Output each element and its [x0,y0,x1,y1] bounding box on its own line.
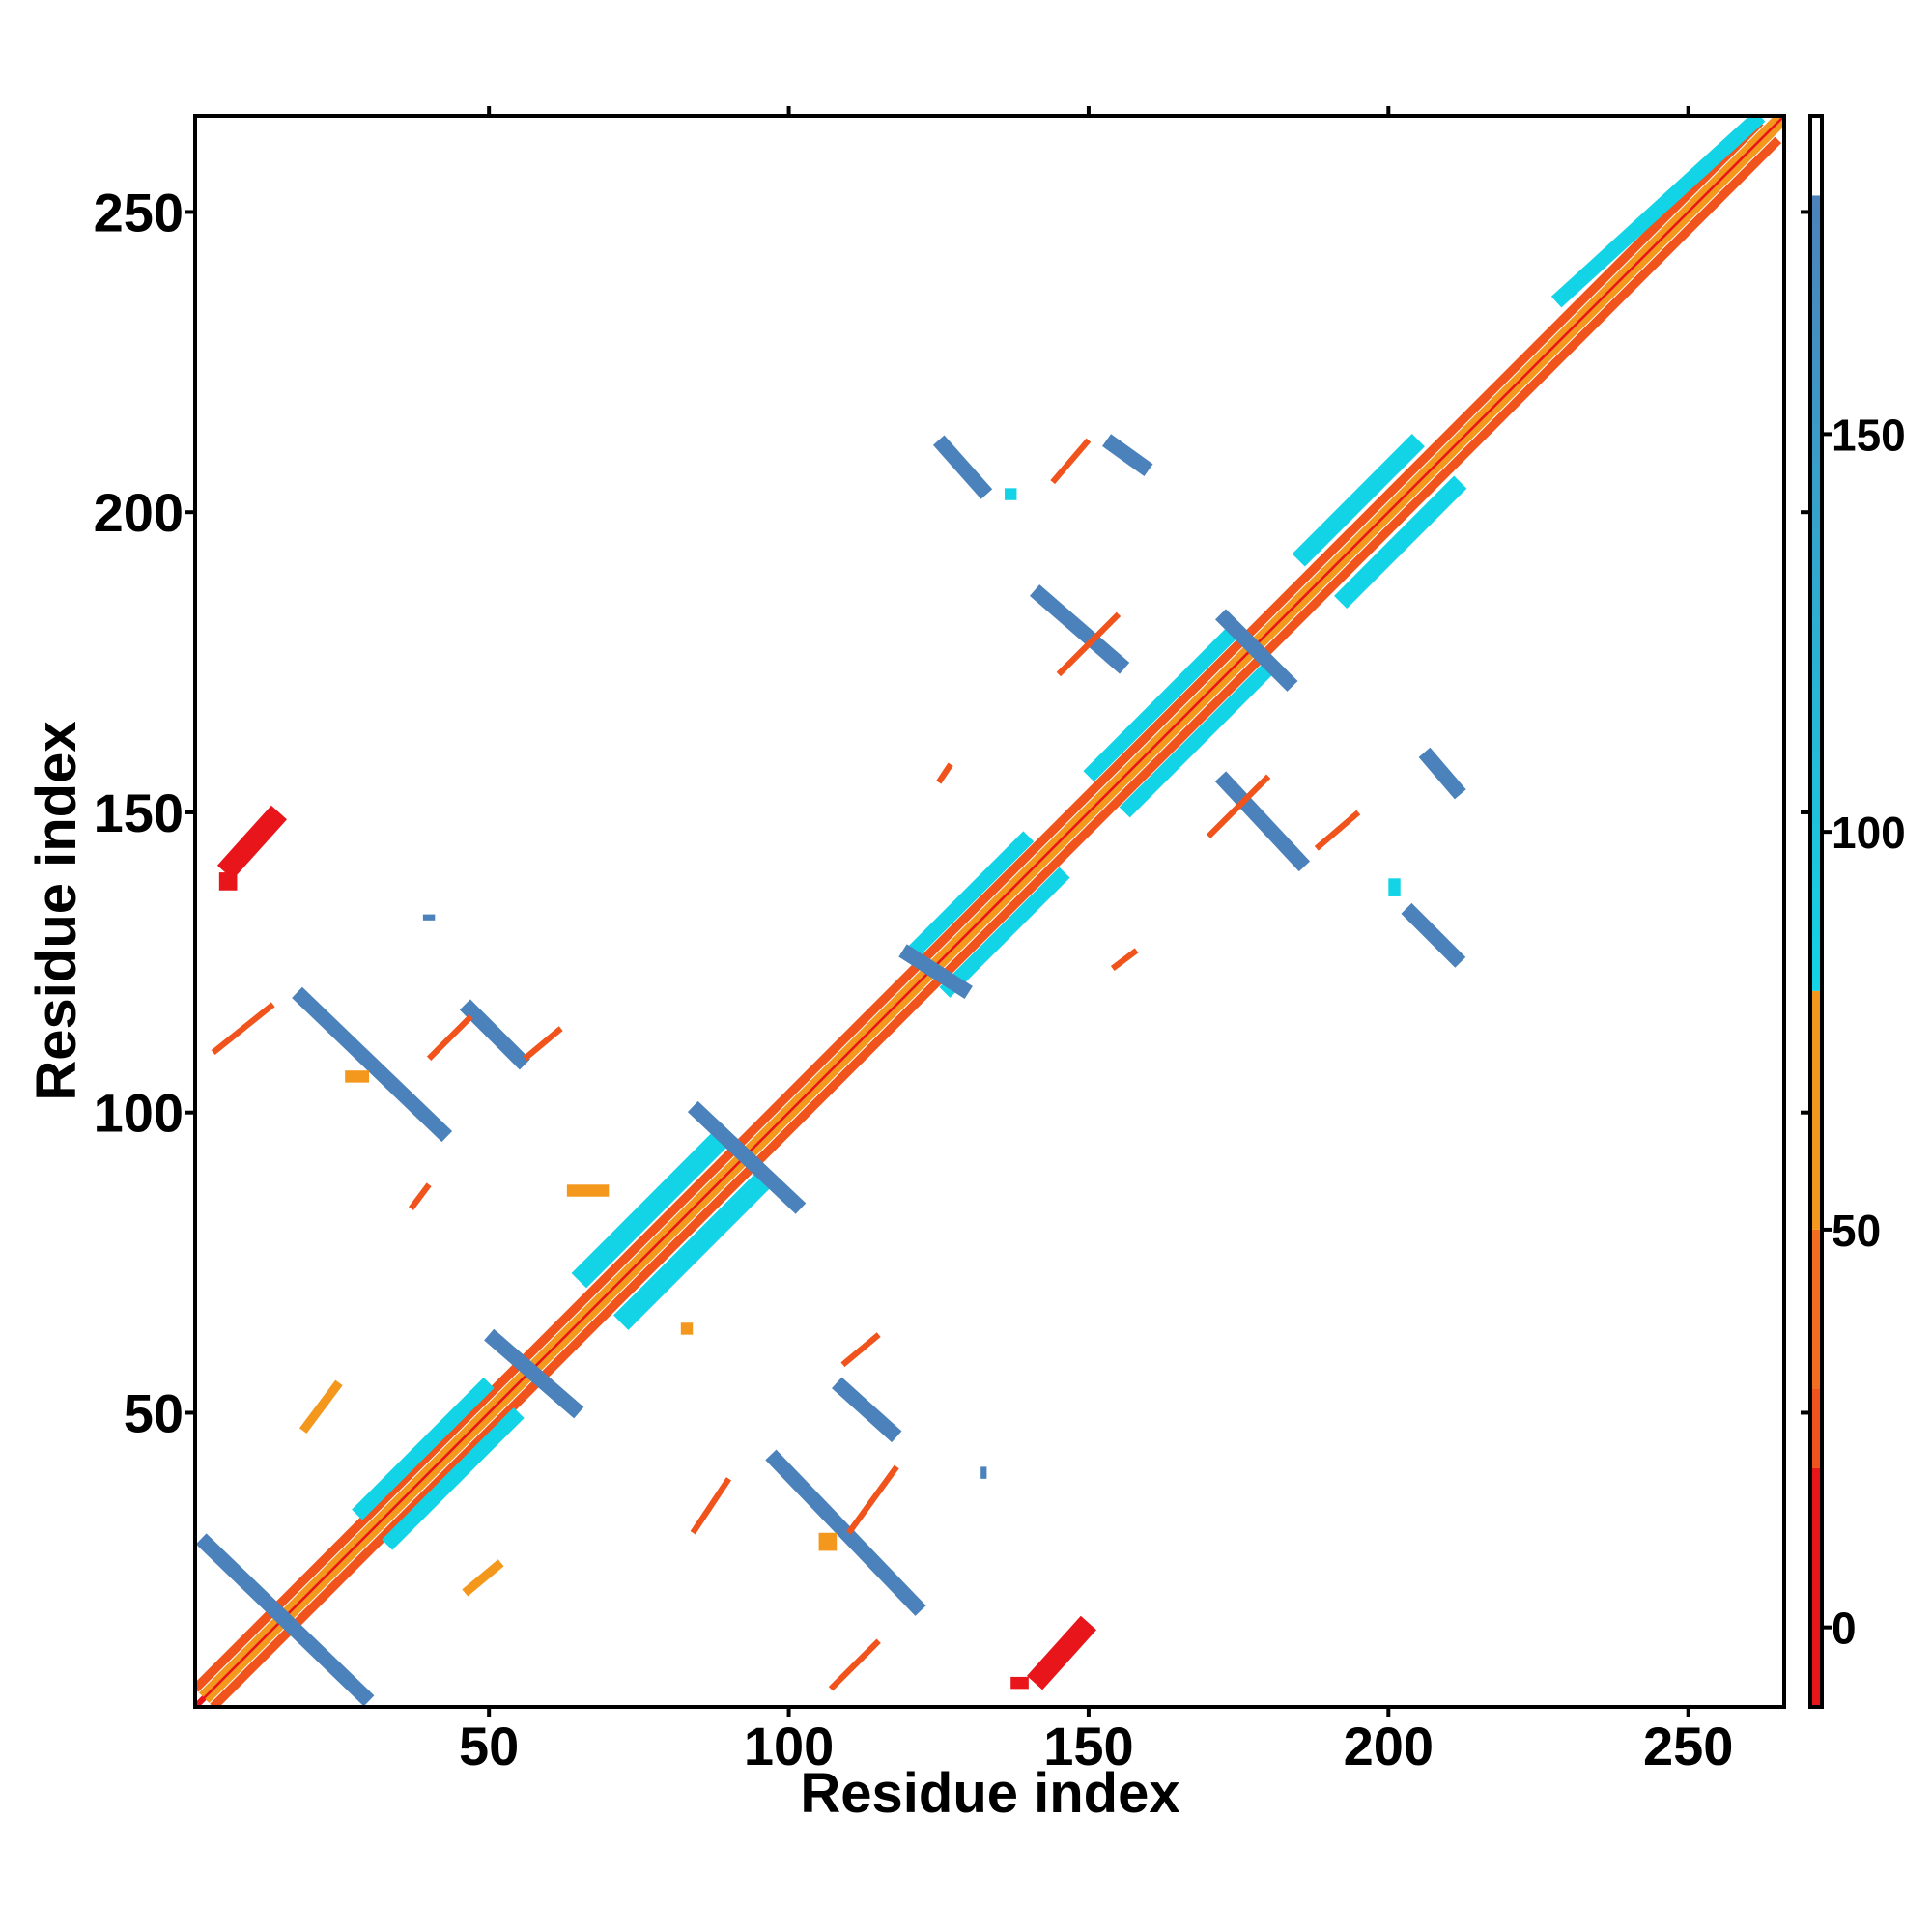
y-axis-title: Residue index [25,721,88,1100]
contact-band-18 [687,1100,807,1214]
colorbar-frame [1808,114,1824,1709]
contact-band-28 [1214,771,1311,872]
contact-band-26 [1102,434,1153,477]
contact-band-16 [195,1533,375,1707]
contact-band-5 [352,1377,495,1520]
contact-band-19 [898,944,973,999]
contact-band-9 [903,831,1035,962]
contact-band-44 [1056,611,1122,677]
contact-band-12 [1119,657,1280,818]
contact-band-8 [613,1165,779,1330]
contact-band-48 [936,762,953,784]
contact-band-25 [932,435,993,499]
y-tick-label-150: 150 [94,782,184,843]
contact-block-8 [422,914,436,921]
y-tick-label-100: 100 [94,1083,184,1144]
contact-band-24 [459,999,530,1070]
contact-block-2 [818,1532,838,1551]
colorbar-tick-label-50: 50 [1832,1206,1881,1256]
colorbar-tick-label-0: 0 [1832,1604,1857,1654]
x-tick-label-200: 200 [1344,1716,1434,1776]
heatmap-layer [195,116,1784,1707]
x-tick-label-50: 50 [459,1716,519,1776]
contact-band-38 [462,1559,504,1597]
colorbar-band-2 [1810,1229,1822,1389]
x-tick-label-250: 250 [1643,1716,1733,1776]
colorbar-tick-label-100: 100 [1832,808,1906,858]
contact-band-43 [1050,438,1092,485]
contact-block-9 [980,1466,987,1479]
contact-band-2 [205,120,1784,1703]
contact-band-45 [1206,774,1271,839]
contact-band-34 [408,1182,432,1211]
contact-block-1 [680,1322,694,1335]
contact-band-41 [840,1332,881,1368]
contact-block-0 [566,1184,610,1197]
contact-band-47 [1110,948,1139,972]
colorbar-band-3 [1810,990,1822,1230]
contact-band-27 [1029,584,1130,674]
contact-band-42 [846,1464,899,1535]
contact-band-10 [939,867,1070,998]
x-axis-title: Residue index [800,1762,1179,1825]
contact-block-6 [1010,1676,1029,1690]
colorbar-band-5 [1810,116,1822,196]
contact-band-4 [210,136,1782,1707]
contact-band-20 [1215,609,1298,692]
contact-block-5 [1388,878,1401,896]
contact-band-15 [1550,116,1766,308]
contact-band-37 [299,1379,343,1434]
contact-band-17 [484,1328,584,1419]
y-tick-label-200: 200 [94,482,184,543]
contact-block-7 [218,872,238,891]
x-tick-label-150: 150 [1043,1716,1133,1776]
contact-band-6 [382,1406,525,1550]
contact-band-7 [571,1122,737,1289]
contact-band-3 [195,118,1764,1692]
contact-band-31 [216,805,287,880]
contact-band-23 [292,986,453,1143]
contact-band-22 [832,1377,902,1443]
contact-band-21 [765,1449,926,1616]
plot-frame [193,114,1786,1709]
contact-band-0 [195,116,1784,1707]
x-axis-ticks: 50 100 150 200 250 [459,106,1733,1776]
contact-band-39 [690,1477,732,1535]
colorbar-tick-label-150: 150 [1832,410,1906,460]
colorbar-band-4 [1810,195,1822,991]
x-tick-label-100: 100 [744,1716,834,1776]
contact-band-29 [1418,747,1466,800]
contact-band-14 [1334,475,1467,610]
contact-band-13 [1292,434,1425,567]
contact-band-11 [1083,620,1244,782]
contact-band-36 [523,1026,563,1062]
y-tick-label-50: 50 [124,1382,184,1443]
colorbar-band-1 [1810,1388,1822,1468]
contact-band-46 [1314,810,1361,851]
y-tick-label-250: 250 [94,182,184,242]
contact-band-32 [1026,1615,1097,1690]
contact-block-4 [1005,488,1017,500]
contact-band-30 [1401,902,1466,968]
contact-band-1 [199,116,1780,1697]
contact-band-33 [211,1002,275,1055]
contact-band-35 [426,1014,473,1061]
colorbar-band-0 [1810,1467,1822,1707]
contact-band-40 [828,1638,881,1691]
contact-block-3 [345,1070,370,1083]
y-axis-ticks: 50 100 150 200 250 [94,182,1810,1443]
colorbar: 0 50 100 150 [1808,114,1906,1709]
